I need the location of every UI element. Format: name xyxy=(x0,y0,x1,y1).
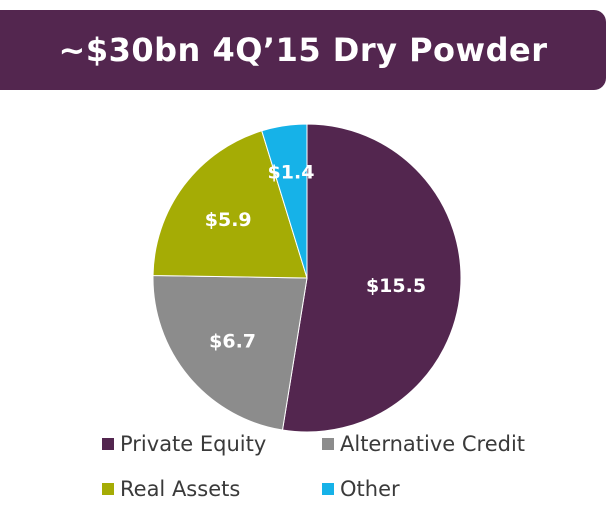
pie-slice-other xyxy=(261,123,308,279)
pie-label-real-assets: $5.9 xyxy=(205,209,252,231)
pie-slice-alternative-credit xyxy=(152,275,308,431)
pie-slice-private-equity xyxy=(281,123,462,433)
pie-label-alternative-credit: $6.7 xyxy=(209,330,256,352)
chart-title-banner: ~$30bn 4Q’15 Dry Powder xyxy=(0,10,606,90)
chart-title: ~$30bn 4Q’15 Dry Powder xyxy=(58,31,548,69)
pie-slice-real-assets xyxy=(152,130,308,279)
pie-label-private-equity: $15.5 xyxy=(366,275,426,297)
pie-label-other: $1.4 xyxy=(268,161,315,183)
